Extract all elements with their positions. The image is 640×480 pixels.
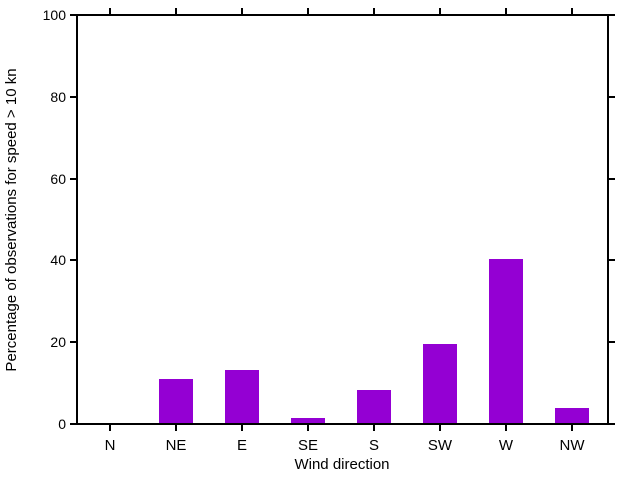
y-tick-left-20 bbox=[70, 341, 76, 344]
x-tick-bottom-SE bbox=[307, 425, 309, 431]
y-tick-label-40: 40 bbox=[50, 252, 66, 269]
plot-frame bbox=[76, 14, 609, 425]
y-tick-right-20 bbox=[609, 341, 615, 344]
x-tick-bottom-E bbox=[241, 425, 243, 431]
y-tick-label-80: 80 bbox=[50, 88, 66, 105]
bar-SE bbox=[291, 417, 325, 425]
x-tick-label-W: W bbox=[498, 437, 514, 454]
x-tick-label-SW: SW bbox=[427, 437, 453, 454]
x-tick-label-N: N bbox=[104, 437, 116, 454]
x-tick-bottom-NE bbox=[175, 425, 177, 431]
x-tick-label-E: E bbox=[236, 437, 247, 454]
x-tick-bottom-N bbox=[109, 425, 111, 431]
x-tick-label-NE: NE bbox=[165, 437, 187, 454]
x-tick-label-SE: SE bbox=[297, 437, 318, 454]
y-tick-right-40 bbox=[609, 259, 615, 262]
y-tick-label-20: 20 bbox=[50, 334, 66, 351]
x-tick-label-NW: NW bbox=[559, 437, 585, 454]
x-tick-top-NW bbox=[571, 8, 573, 14]
y-tick-left-40 bbox=[70, 259, 76, 262]
x-tick-top-N bbox=[109, 8, 111, 14]
x-tick-top-SW bbox=[439, 8, 441, 14]
y-tick-left-60 bbox=[70, 177, 76, 180]
y-tick-label-0: 0 bbox=[58, 416, 66, 432]
x-tick-top-SE bbox=[307, 8, 309, 14]
bar-W bbox=[489, 259, 523, 425]
y-axis-title: Percentage of observations for speed > 1… bbox=[3, 68, 20, 372]
bar-S bbox=[357, 390, 391, 425]
x-tick-top-S bbox=[373, 8, 375, 14]
x-tick-bottom-SW bbox=[439, 425, 441, 431]
x-tick-bottom-W bbox=[505, 425, 507, 431]
x-tick-top-NE bbox=[175, 8, 177, 14]
y-tick-left-100 bbox=[70, 14, 76, 16]
y-tick-left-80 bbox=[70, 95, 76, 98]
bar-NE bbox=[159, 379, 193, 425]
x-tick-bottom-NW bbox=[571, 425, 573, 431]
x-tick-top-W bbox=[505, 8, 507, 14]
y-tick-left-0 bbox=[70, 423, 76, 425]
bar-SW bbox=[423, 344, 457, 425]
y-tick-right-100 bbox=[609, 14, 615, 16]
y-tick-right-0 bbox=[609, 423, 615, 425]
bar-E bbox=[225, 370, 259, 425]
x-tick-bottom-S bbox=[373, 425, 375, 431]
y-tick-label-100: 100 bbox=[42, 7, 66, 23]
y-tick-right-80 bbox=[609, 95, 615, 98]
x-axis-title: Wind direction bbox=[294, 456, 390, 473]
x-tick-label-S: S bbox=[368, 437, 379, 454]
y-tick-label-60: 60 bbox=[50, 170, 66, 187]
bar-NW bbox=[555, 408, 589, 425]
x-tick-top-E bbox=[241, 8, 243, 14]
y-tick-right-60 bbox=[609, 177, 615, 180]
